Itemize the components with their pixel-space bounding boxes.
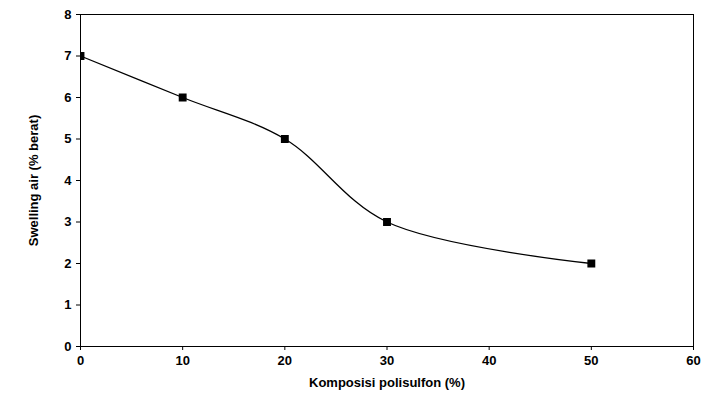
svg-text:30: 30 — [380, 353, 394, 368]
svg-text:6: 6 — [64, 90, 71, 105]
svg-text:5: 5 — [64, 131, 71, 146]
svg-text:3: 3 — [64, 214, 71, 229]
svg-text:8: 8 — [64, 7, 71, 22]
svg-text:1: 1 — [64, 297, 71, 312]
svg-text:0: 0 — [77, 353, 84, 368]
svg-text:20: 20 — [278, 353, 292, 368]
svg-text:10: 10 — [175, 353, 189, 368]
svg-text:7: 7 — [64, 48, 71, 63]
svg-text:0: 0 — [64, 339, 71, 354]
svg-text:Swelling air (% berat): Swelling air (% berat) — [26, 115, 41, 246]
svg-text:60: 60 — [686, 353, 700, 368]
svg-text:50: 50 — [584, 353, 598, 368]
svg-text:40: 40 — [482, 353, 496, 368]
svg-text:Komposisi polisulfon (%): Komposisi polisulfon (%) — [309, 375, 465, 390]
svg-text:4: 4 — [64, 173, 72, 188]
svg-text:2: 2 — [64, 256, 71, 271]
